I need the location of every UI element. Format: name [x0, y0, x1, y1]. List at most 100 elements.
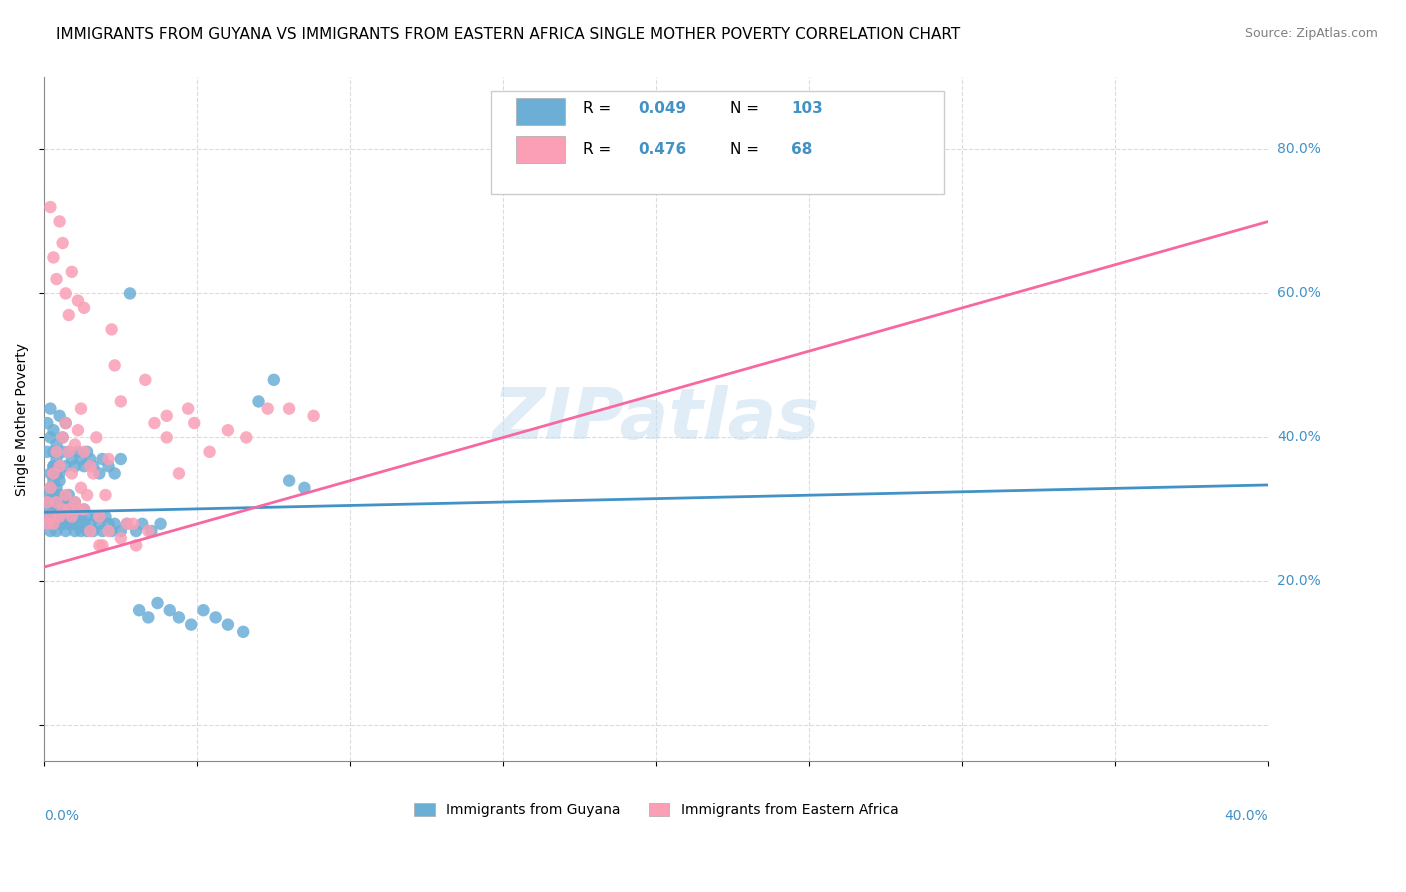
Point — [110, 531, 132, 545]
Point — [45, 481, 67, 495]
Point — [63, 495, 86, 509]
Point — [263, 373, 285, 387]
Point — [58, 488, 80, 502]
Point — [110, 452, 132, 467]
Point — [66, 293, 89, 308]
Point — [100, 322, 122, 336]
Point — [39, 401, 62, 416]
Point — [55, 416, 77, 430]
Point — [37, 516, 59, 531]
Point — [60, 452, 83, 467]
Text: 0.049: 0.049 — [638, 101, 686, 116]
Point — [125, 538, 148, 552]
Point — [91, 538, 114, 552]
Text: 0.476: 0.476 — [638, 142, 686, 157]
Point — [55, 488, 77, 502]
Point — [39, 467, 62, 481]
Point — [97, 516, 120, 531]
Text: N =: N = — [730, 101, 763, 116]
FancyBboxPatch shape — [516, 98, 565, 125]
Point — [66, 423, 89, 437]
Point — [115, 516, 138, 531]
Point — [45, 467, 67, 481]
Point — [52, 495, 75, 509]
Point — [89, 467, 111, 481]
Point — [73, 502, 96, 516]
Point — [37, 502, 59, 516]
Point — [66, 502, 89, 516]
Point — [256, 401, 278, 416]
Point — [66, 502, 89, 516]
Text: 68: 68 — [792, 142, 813, 157]
Point — [45, 524, 67, 538]
Text: Source: ZipAtlas.com: Source: ZipAtlas.com — [1244, 27, 1378, 40]
Point — [156, 409, 179, 423]
Text: IMMIGRANTS FROM GUYANA VS IMMIGRANTS FROM EASTERN AFRICA SINGLE MOTHER POVERTY C: IMMIGRANTS FROM GUYANA VS IMMIGRANTS FRO… — [56, 27, 960, 42]
Point — [70, 401, 93, 416]
Point — [63, 459, 86, 474]
Point — [60, 516, 83, 531]
Point — [94, 509, 117, 524]
Point — [48, 459, 70, 474]
Point — [48, 502, 70, 516]
Point — [58, 445, 80, 459]
Point — [42, 474, 65, 488]
Point — [48, 409, 70, 423]
Point — [73, 445, 96, 459]
Point — [42, 459, 65, 474]
Point — [125, 524, 148, 538]
Point — [82, 524, 104, 538]
Point — [79, 452, 101, 467]
Point — [42, 445, 65, 459]
Point — [76, 524, 98, 538]
Point — [45, 452, 67, 467]
Point — [131, 516, 153, 531]
Point — [84, 509, 107, 524]
Point — [73, 301, 96, 315]
Point — [52, 516, 75, 531]
Y-axis label: Single Mother Poverty: Single Mother Poverty — [15, 343, 30, 496]
Point — [60, 467, 83, 481]
Point — [55, 416, 77, 430]
Point — [45, 272, 67, 286]
Point — [60, 265, 83, 279]
Point — [159, 603, 181, 617]
Text: 0.0%: 0.0% — [44, 809, 79, 823]
Point — [89, 538, 111, 552]
Point — [97, 452, 120, 467]
Point — [247, 394, 270, 409]
Point — [55, 495, 77, 509]
Point — [104, 359, 127, 373]
Point — [104, 467, 127, 481]
Point — [235, 430, 257, 444]
Point — [58, 502, 80, 516]
Point — [63, 524, 86, 538]
Text: 103: 103 — [792, 101, 823, 116]
Point — [204, 610, 226, 624]
Point — [134, 373, 156, 387]
Point — [45, 495, 67, 509]
Point — [84, 430, 107, 444]
Point — [58, 445, 80, 459]
Point — [146, 596, 169, 610]
Point — [48, 474, 70, 488]
Point — [76, 445, 98, 459]
Point — [55, 286, 77, 301]
Point — [37, 445, 59, 459]
Point — [79, 459, 101, 474]
Point — [42, 516, 65, 531]
Point — [37, 488, 59, 502]
Text: 20.0%: 20.0% — [1277, 574, 1320, 589]
Point — [48, 488, 70, 502]
Point — [70, 481, 93, 495]
Point — [97, 459, 120, 474]
Point — [42, 459, 65, 474]
Legend: Immigrants from Guyana, Immigrants from Eastern Africa: Immigrants from Guyana, Immigrants from … — [409, 797, 904, 822]
Text: 80.0%: 80.0% — [1277, 143, 1320, 156]
Point — [39, 200, 62, 214]
Point — [48, 467, 70, 481]
Point — [48, 214, 70, 228]
Point — [58, 308, 80, 322]
Point — [193, 603, 215, 617]
Point — [143, 416, 166, 430]
